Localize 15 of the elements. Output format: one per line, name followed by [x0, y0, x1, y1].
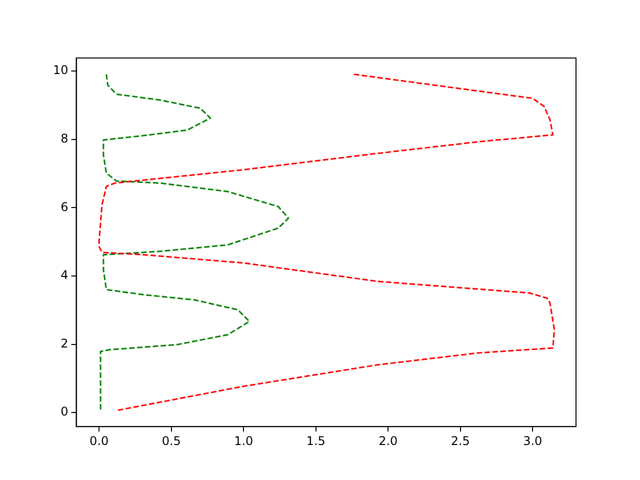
y-tick-label: 8: [60, 131, 68, 146]
x-tick-label: 0.5: [162, 434, 181, 448]
y-tick-label: 4: [60, 268, 68, 282]
x-tick-label: 0.0: [90, 434, 109, 448]
x-tick-label: 2.5: [450, 434, 470, 448]
y-tick-label: 0: [60, 404, 68, 419]
line-series: [98, 73, 556, 411]
x-tick-label: 3.0: [523, 434, 542, 448]
x-tick-label: 1.5: [306, 434, 326, 448]
x-tick-label: 2.0: [378, 434, 398, 448]
y-tick-label: 2: [60, 336, 68, 350]
y-tick-label: 6: [60, 200, 68, 214]
y-tick-label: 10: [52, 63, 68, 78]
x-tick-label: 1.0: [234, 434, 254, 448]
line-series: [100, 74, 290, 410]
